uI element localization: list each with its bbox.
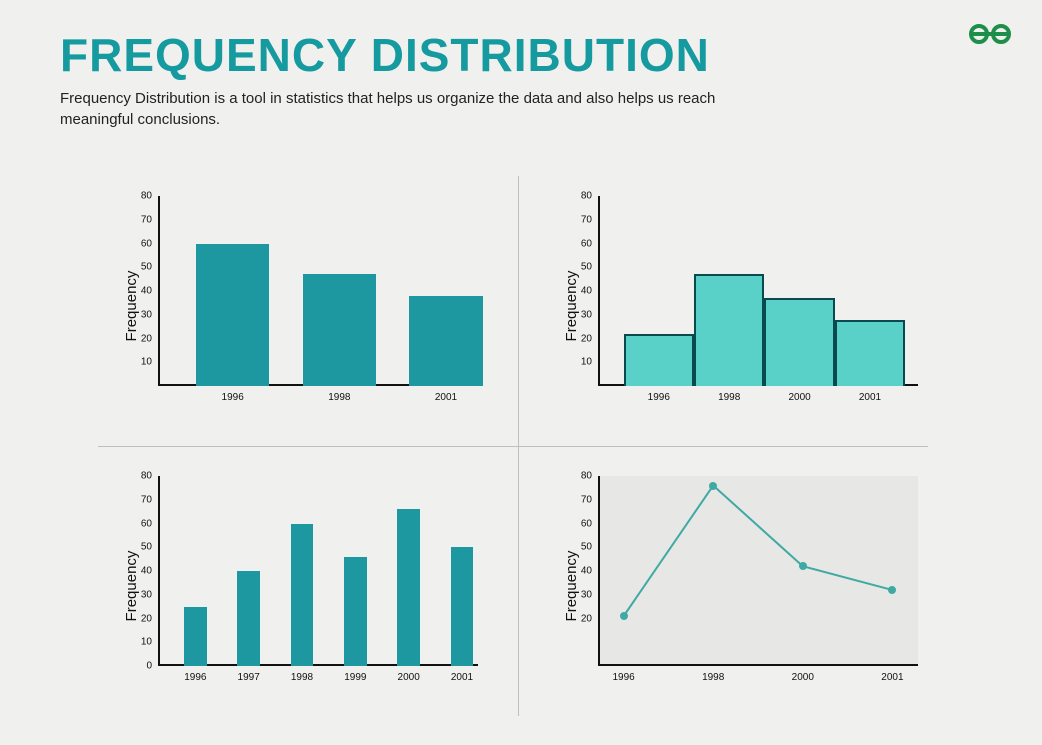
y-tick: 30 xyxy=(141,309,158,320)
x-tick: 2001 xyxy=(881,666,903,683)
y-axis-label: Frequency xyxy=(123,271,140,342)
y-tick: 70 xyxy=(581,494,598,505)
y-axis xyxy=(158,476,160,666)
y-tick: 10 xyxy=(141,637,158,648)
chart-panel-1: Frequency 1020304050607080199619982001 xyxy=(108,186,488,426)
chart-grid: Frequency 1020304050607080199619982001 F… xyxy=(108,176,928,716)
y-tick: 30 xyxy=(141,589,158,600)
bar xyxy=(397,509,419,666)
line-chart: 203040506070801996199820002001 xyxy=(598,476,918,666)
y-tick: 80 xyxy=(581,191,598,202)
x-tick: 2000 xyxy=(788,386,810,403)
y-tick: 20 xyxy=(581,333,598,344)
x-tick: 1998 xyxy=(718,386,740,403)
bar xyxy=(237,571,259,666)
histogram-chart: 10203040506070801996199820002001 xyxy=(598,196,918,386)
bar-chart-1: 1020304050607080199619982001 xyxy=(158,196,478,386)
y-tick: 70 xyxy=(581,214,598,225)
bar xyxy=(196,244,270,387)
y-tick: 40 xyxy=(141,566,158,577)
y-tick: 0 xyxy=(146,661,158,672)
y-tick: 80 xyxy=(141,191,158,202)
page-title: FREQUENCY DISTRIBUTION xyxy=(60,28,982,82)
y-tick: 50 xyxy=(141,542,158,553)
y-axis-label: Frequency xyxy=(123,551,140,622)
x-tick: 2001 xyxy=(859,386,881,403)
x-tick: 2000 xyxy=(792,666,814,683)
horizontal-divider xyxy=(98,446,928,447)
bar xyxy=(409,296,483,386)
x-tick: 1996 xyxy=(612,666,634,683)
y-tick: 30 xyxy=(581,309,598,320)
y-axis xyxy=(158,196,160,386)
y-tick: 80 xyxy=(141,471,158,482)
y-tick: 50 xyxy=(141,262,158,273)
y-tick: 60 xyxy=(581,238,598,249)
y-tick: 10 xyxy=(141,357,158,368)
bar xyxy=(291,524,313,667)
x-tick: 1996 xyxy=(184,666,206,683)
x-tick: 1998 xyxy=(291,666,313,683)
chart-panel-4: Frequency 203040506070801996199820002001 xyxy=(548,466,928,706)
line-path xyxy=(598,476,918,666)
y-tick: 30 xyxy=(581,589,598,600)
bar xyxy=(184,607,206,666)
data-point xyxy=(888,586,896,594)
data-point xyxy=(709,482,717,490)
bar xyxy=(344,557,366,666)
x-tick: 2001 xyxy=(435,386,457,403)
y-tick: 70 xyxy=(141,214,158,225)
y-tick: 60 xyxy=(141,518,158,529)
x-tick: 1999 xyxy=(344,666,366,683)
y-tick: 40 xyxy=(581,566,598,577)
x-tick: 1998 xyxy=(702,666,724,683)
y-tick: 40 xyxy=(581,286,598,297)
data-point xyxy=(799,562,807,570)
y-tick: 50 xyxy=(581,542,598,553)
y-axis-label: Frequency xyxy=(563,271,580,342)
page-subtitle: Frequency Distribution is a tool in stat… xyxy=(60,88,780,130)
y-tick: 70 xyxy=(141,494,158,505)
data-point xyxy=(620,612,628,620)
bar xyxy=(303,274,377,386)
x-tick: 2001 xyxy=(451,666,473,683)
y-tick: 20 xyxy=(141,613,158,624)
y-tick: 60 xyxy=(141,238,158,249)
y-axis-label: Frequency xyxy=(563,551,580,622)
chart-panel-2: Frequency 102030405060708019961998200020… xyxy=(548,186,928,426)
y-axis xyxy=(598,196,600,386)
bar xyxy=(451,547,473,666)
x-tick: 1997 xyxy=(238,666,260,683)
bar xyxy=(764,298,834,386)
y-tick: 20 xyxy=(141,333,158,344)
y-tick: 50 xyxy=(581,262,598,273)
x-tick: 1996 xyxy=(648,386,670,403)
y-tick: 80 xyxy=(581,471,598,482)
x-tick: 1998 xyxy=(328,386,350,403)
x-tick: 2000 xyxy=(398,666,420,683)
chart-panel-3: Frequency 010203040506070801996199719981… xyxy=(108,466,488,706)
bar xyxy=(624,334,694,386)
x-tick: 1996 xyxy=(222,386,244,403)
y-tick: 10 xyxy=(581,357,598,368)
bar-chart-2: 0102030405060708019961997199819992000200… xyxy=(158,476,478,666)
bar xyxy=(694,274,764,386)
logo-icon xyxy=(968,22,1012,51)
bar xyxy=(835,320,905,387)
y-tick: 60 xyxy=(581,518,598,529)
y-tick: 40 xyxy=(141,286,158,297)
y-tick: 20 xyxy=(581,613,598,624)
